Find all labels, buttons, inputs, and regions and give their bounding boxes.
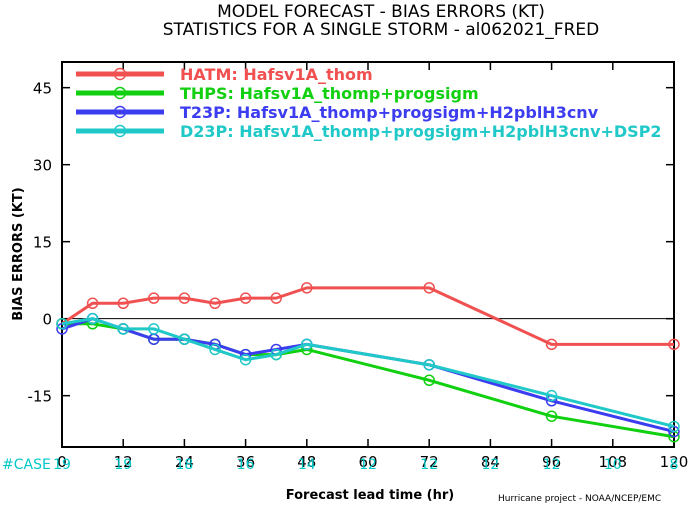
data-point [545,389,558,402]
x-tick-label: 120 [660,453,689,471]
series-line [62,322,675,439]
legend-marker [113,124,127,138]
data-point [423,359,435,371]
chart-title: MODEL FORECAST - BIAS ERRORS (KT) [217,2,545,22]
case-count: 16 [237,457,255,473]
series-line [61,286,674,346]
data-point [178,333,191,345]
y-tick-label: 45 [33,80,52,98]
y-axis-label: BIAS ERRORS (KT) [11,187,26,320]
data-point [301,338,313,351]
legend-item-3: D23P: Hafsv1A_thomp+progsigm+H2pblH3cnv+… [76,122,662,141]
case-count: 18 [175,457,193,473]
data-point [239,353,252,366]
x-axis-label: Forecast lead time (hr) [286,488,454,503]
data-point [270,292,282,304]
case-count: 14 [298,457,316,473]
data-point [56,323,68,335]
case-count: 8 [670,457,679,473]
x-tick-label: 84 [481,453,500,471]
data-point [56,318,68,330]
data-point [423,282,435,294]
legend-item-2: T23P: Hafsv1A_thomp+progsigm+H2pblH3cnv [76,103,599,122]
legend-item-0: HATM: Hafsv1A_thom [76,65,373,84]
data-point [86,312,99,325]
data-point [178,292,191,304]
legend-label: T23P: Hafsv1A_thomp+progsigm+H2pblH3cnv [180,103,599,122]
x-tick-label: 72 [420,453,439,471]
y-tick-label: 15 [33,234,52,252]
x-tick-label: 108 [598,453,627,471]
x-tick-label: 36 [236,453,255,471]
legend-label: D23P: Hafsv1A_thomp+progsigm+H2pblH3cnv+… [180,122,662,141]
data-point [545,338,558,351]
data-point [545,410,558,422]
data-point [301,282,313,294]
case-count: 19 [114,457,132,473]
y-tick-label: 30 [33,157,52,175]
data-point [209,343,221,356]
series-3 [56,312,680,433]
data-point [423,374,435,387]
case-count: 12 [543,457,561,473]
data-point [148,323,160,335]
data-point [209,297,221,310]
legend-marker [113,86,127,100]
case-count: 10 [604,457,622,473]
data-point [148,292,160,304]
x-tick-label: 48 [297,453,316,471]
data-point [239,292,252,304]
case-count: 12 [420,457,438,473]
case-count-label: #CASE [2,457,51,473]
credit-text: Hurricane project - NOAA/NCEP/EMC [498,494,661,504]
chart-subtitle: STATISTICS FOR A SINGLE STORM - al062021… [163,20,599,40]
legend-label: HATM: Hafsv1A_thom [180,65,373,84]
data-point [117,297,129,310]
x-tick-label: 24 [175,453,194,471]
x-tick-label: 96 [542,453,561,471]
legend-marker [113,105,127,119]
series-line [61,317,675,434]
data-point [270,348,282,361]
series-0 [56,282,680,351]
y-tick-label: -15 [28,388,53,406]
legend-marker [113,67,127,81]
case-count: 12 [359,457,377,473]
legend-label: THPS: Hafsv1A_thomp+progsigm [180,84,479,103]
data-point [668,338,680,351]
case-count: 12 [481,457,499,473]
data-point [668,425,680,438]
x-tick-label: 0 [57,453,67,471]
case-count: 19 [53,457,71,473]
y-tick-label: 0 [42,311,52,329]
data-point [117,323,129,335]
x-tick-label: 60 [358,453,377,471]
data-point [86,297,99,310]
data-point [668,420,680,433]
x-tick-label: 12 [114,453,133,471]
legend-item-1: THPS: Hafsv1A_thomp+progsigm [76,84,479,103]
